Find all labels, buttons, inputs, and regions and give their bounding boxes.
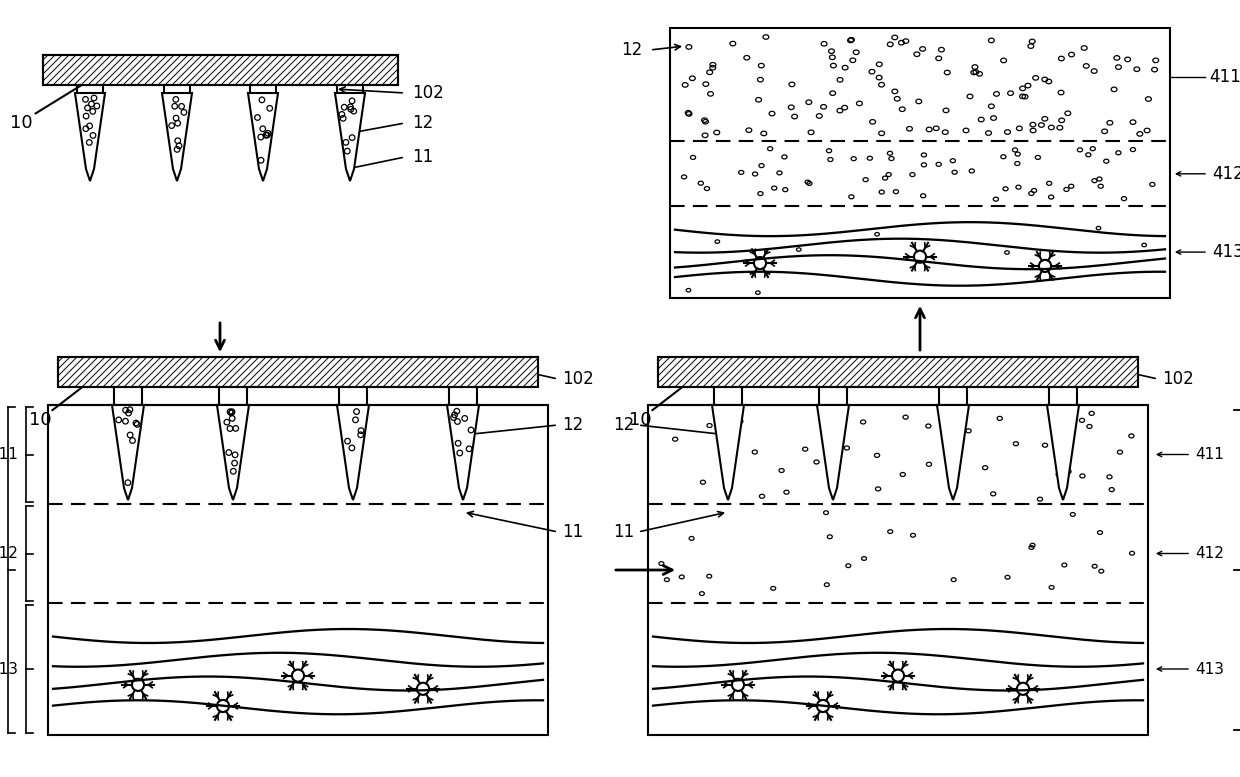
Bar <box>670 28 1171 298</box>
Text: 412: 412 <box>1195 546 1224 561</box>
Text: 413: 413 <box>1211 243 1240 261</box>
Text: 10: 10 <box>629 411 651 429</box>
Bar <box>43 55 398 85</box>
Polygon shape <box>337 405 370 500</box>
Polygon shape <box>446 405 479 500</box>
Polygon shape <box>248 93 278 181</box>
Bar <box>649 405 1148 735</box>
Polygon shape <box>712 405 744 500</box>
Bar <box>43 55 398 85</box>
Bar <box>658 357 1138 387</box>
Text: 413: 413 <box>1195 661 1224 677</box>
Text: 11: 11 <box>613 523 634 541</box>
Text: 10: 10 <box>10 114 32 132</box>
Polygon shape <box>817 405 849 500</box>
Text: 12: 12 <box>613 416 634 434</box>
Text: 12: 12 <box>621 41 642 59</box>
Text: 11: 11 <box>562 523 583 541</box>
Text: 12: 12 <box>412 114 433 132</box>
Text: 102: 102 <box>1162 370 1194 388</box>
Polygon shape <box>162 93 192 181</box>
Text: 102: 102 <box>562 370 594 388</box>
Text: 413: 413 <box>0 661 19 677</box>
Polygon shape <box>1047 405 1079 500</box>
Polygon shape <box>217 405 249 500</box>
Text: 411: 411 <box>0 447 19 462</box>
Bar <box>48 405 548 735</box>
Text: 11: 11 <box>412 148 433 166</box>
Text: 411: 411 <box>1209 68 1240 85</box>
Text: 102: 102 <box>412 84 444 102</box>
Bar <box>58 357 538 387</box>
Polygon shape <box>335 93 365 181</box>
Text: 412: 412 <box>1211 165 1240 183</box>
Text: 412: 412 <box>0 546 19 561</box>
Polygon shape <box>112 405 144 500</box>
Text: 411: 411 <box>1195 447 1224 462</box>
Bar <box>658 357 1138 387</box>
Text: 12: 12 <box>562 416 583 434</box>
Polygon shape <box>74 93 105 181</box>
Text: 10: 10 <box>29 411 51 429</box>
Polygon shape <box>937 405 968 500</box>
Bar <box>58 357 538 387</box>
